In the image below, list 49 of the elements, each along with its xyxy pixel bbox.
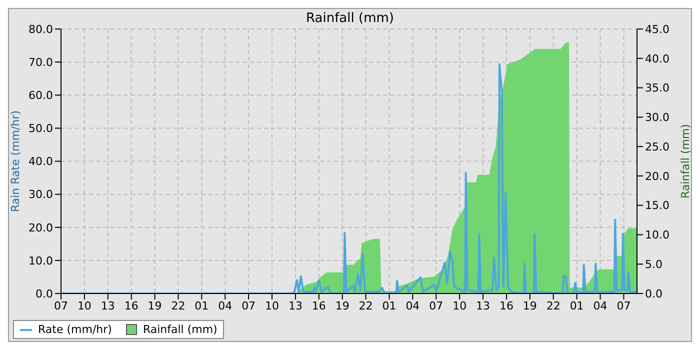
x-tick-label: 07	[616, 299, 631, 312]
y2-tick-label: 30.0	[645, 111, 670, 124]
y-tick-label: 60.0	[28, 89, 53, 102]
y2-tick-label: 25.0	[645, 140, 670, 154]
x-tick-label: 10	[77, 299, 92, 312]
y2-tick-label: 40.0	[645, 52, 670, 66]
x-tick-label: 01	[570, 299, 584, 312]
y2-axis-title: Rainfall (mm)	[678, 124, 692, 198]
x-tick-label: 10	[265, 299, 280, 312]
x-tick-label: 16	[499, 299, 514, 312]
y2-tick-label: 20.0	[645, 170, 670, 183]
y2-tick-label: 45.0	[645, 22, 670, 36]
y2-tick-label: 5.0	[645, 258, 662, 272]
y-tick-label: 40.0	[28, 155, 53, 168]
x-tick-label: 22	[358, 299, 373, 312]
y-tick-label: 80.0	[28, 22, 53, 36]
x-tick-label: 22	[171, 299, 186, 312]
x-tick-label: 13	[100, 299, 115, 312]
x-tick-label: 13	[476, 299, 490, 312]
legend-label: Rate (mm/hr)	[38, 323, 112, 336]
x-tick-label: 01	[382, 299, 396, 312]
x-tick-label: 13	[288, 299, 302, 312]
x-tick-label: 16	[124, 299, 138, 312]
y-axis-title: Rain Rate (mm/hr)	[8, 110, 22, 212]
x-tick-label: 16	[312, 299, 326, 312]
x-tick-label: 04	[406, 299, 420, 312]
x-tick-label: 19	[522, 299, 537, 312]
x-tick-label: 04	[593, 299, 608, 312]
x-tick-label: 07	[429, 299, 444, 312]
chart-title: Rainfall (mm)	[306, 11, 394, 26]
y-tick-label: 70.0	[28, 56, 53, 69]
legend-label: Rainfall (mm)	[142, 323, 218, 336]
y-tick-label: 30.0	[28, 188, 53, 202]
x-tick-label: 19	[335, 299, 350, 312]
x-tick-label: 22	[546, 299, 560, 312]
x-tick-label: 01	[194, 299, 209, 312]
y2-tick-label: 0.0	[645, 287, 662, 300]
x-tick-label: 07	[242, 299, 256, 312]
y2-tick-label: 15.0	[645, 199, 670, 212]
y-tick-label: 0.0	[36, 287, 53, 300]
x-tick-label: 04	[218, 299, 232, 312]
y-tick-label: 20.0	[28, 221, 53, 234]
x-tick-label: 19	[148, 299, 162, 312]
y2-tick-label: 10.0	[645, 228, 670, 242]
y-tick-label: 10.0	[28, 254, 53, 268]
x-tick-label: 07	[54, 299, 68, 312]
x-tick-label: 10	[452, 299, 467, 312]
y2-tick-label: 35.0	[645, 82, 670, 95]
y-tick-label: 50.0	[28, 122, 53, 136]
